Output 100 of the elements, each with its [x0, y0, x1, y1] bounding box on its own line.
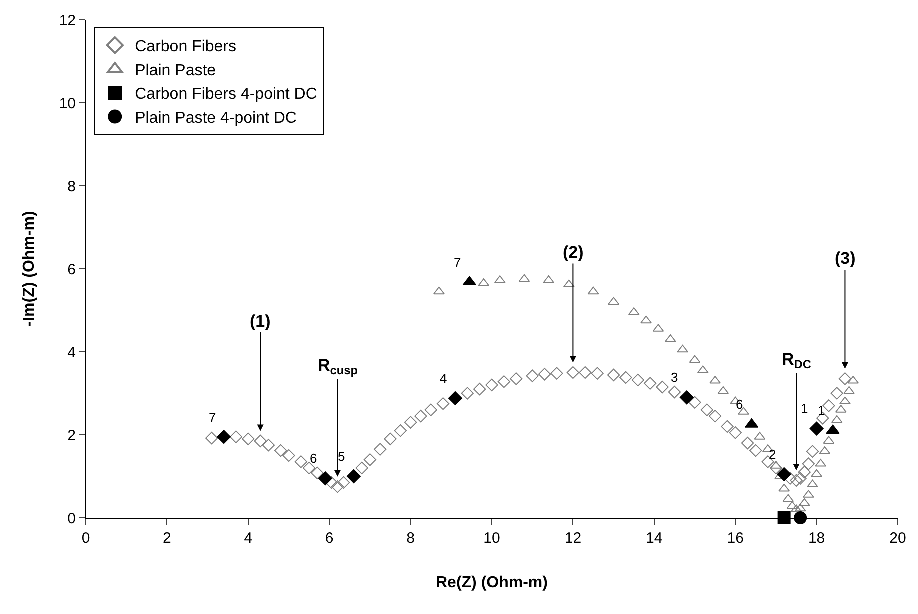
x-tick-label: 4: [244, 530, 253, 547]
point: [486, 378, 498, 392]
point: [640, 316, 652, 324]
point: [677, 344, 689, 353]
annotation: (1): [250, 312, 271, 331]
annotation: 5: [338, 449, 346, 464]
point: [644, 377, 657, 390]
point: [721, 420, 734, 434]
point: [591, 367, 604, 380]
point: [566, 366, 580, 380]
point: [206, 432, 218, 445]
x-tick-label: 18: [808, 530, 826, 547]
point: [844, 386, 855, 394]
point: [688, 396, 702, 409]
point: [526, 370, 539, 382]
annotation: 7: [454, 255, 462, 270]
point: [518, 274, 530, 282]
y-axis-title: -Im(Z) (Ohm-m): [21, 211, 38, 327]
y-tick-label: 2: [68, 427, 76, 444]
point: [262, 439, 276, 452]
annotation: 7: [209, 410, 216, 425]
annotation: R$_{DC}$: [782, 350, 812, 372]
point: [337, 476, 350, 490]
point: [777, 467, 792, 482]
point: [607, 368, 620, 382]
y-tick-label: 12: [59, 12, 76, 30]
point: [786, 501, 798, 510]
y-tick-label: 6: [68, 261, 76, 278]
point: [794, 512, 808, 524]
x-tick-label: 6: [325, 530, 334, 547]
point: [473, 383, 486, 396]
point: [331, 480, 344, 494]
point: [498, 376, 511, 388]
point: [831, 415, 843, 424]
x-tick-label: 10: [484, 530, 500, 547]
point: [700, 404, 714, 416]
x-tick-label: 16: [727, 530, 744, 547]
point: [217, 430, 232, 444]
point: [311, 466, 324, 480]
point: [680, 390, 694, 405]
annotation: 4: [440, 371, 448, 386]
annotation: (3): [835, 249, 856, 268]
legend-label: Carbon Fibers: [135, 38, 236, 56]
point: [826, 424, 840, 434]
point: [798, 466, 811, 479]
point: [364, 454, 377, 466]
point: [579, 366, 592, 380]
annotation: 1: [801, 401, 808, 416]
x-axis-title: Re(Z) (Ohm-m): [436, 574, 548, 592]
point: [374, 443, 387, 456]
point: [294, 456, 308, 468]
point: [741, 436, 754, 450]
point: [656, 380, 669, 394]
point: [414, 410, 428, 423]
annotation: 3: [671, 370, 678, 385]
point: [784, 472, 797, 485]
point: [838, 372, 852, 386]
point: [538, 368, 552, 381]
annotation: 1: [818, 403, 826, 418]
annotation: (2): [563, 243, 584, 262]
point: [325, 476, 338, 490]
point: [632, 374, 645, 387]
point: [708, 410, 722, 423]
point: [807, 480, 818, 488]
y-tick-label: 4: [68, 344, 76, 362]
point: [254, 434, 267, 448]
point: [302, 462, 316, 475]
y-tick-label: 10: [59, 95, 76, 112]
point: [830, 387, 844, 400]
x-tick-label: 14: [646, 530, 663, 547]
point: [346, 470, 361, 484]
point: [790, 474, 803, 487]
point: [770, 462, 783, 475]
point: [448, 391, 462, 406]
legend-label: Carbon Fibers 4-point DC: [135, 86, 318, 104]
point: [668, 386, 682, 399]
point: [404, 416, 418, 429]
point: [510, 372, 523, 386]
x-tick-label: 20: [890, 530, 906, 547]
point: [424, 404, 438, 416]
annotation: 2: [769, 447, 776, 462]
point: [794, 472, 807, 485]
point: [778, 512, 791, 524]
point: [750, 444, 762, 458]
point: [274, 444, 288, 458]
point: [811, 469, 822, 478]
annotation: R$_{cusp}$: [318, 356, 358, 378]
point: [810, 422, 824, 436]
legend-label: Plain Paste 4-point DC: [135, 110, 297, 128]
y-tick-label: 0: [68, 510, 76, 528]
x-tick-label: 0: [82, 530, 90, 547]
point: [806, 445, 820, 458]
point: [794, 504, 806, 512]
point: [282, 449, 296, 462]
x-tick-label: 2: [163, 530, 172, 547]
legend-label: Plain Paste: [135, 62, 216, 80]
point: [436, 398, 450, 410]
point: [550, 367, 564, 380]
point: [802, 458, 816, 470]
point: [384, 432, 397, 446]
